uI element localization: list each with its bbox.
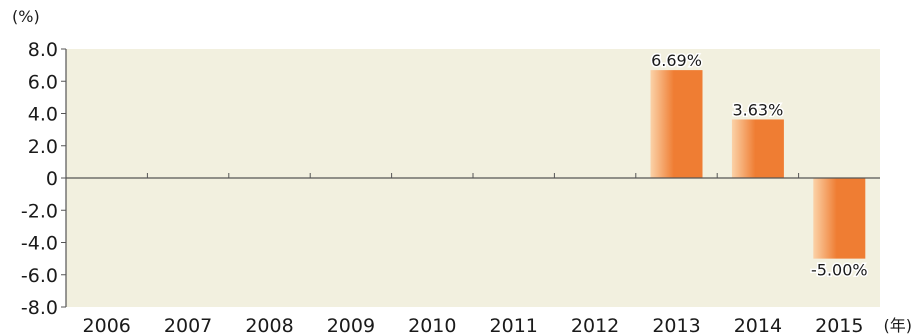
x-axis-unit-label: (年) <box>884 316 913 334</box>
y-tick-label: 0 <box>46 168 58 190</box>
bar-2015 <box>813 178 866 259</box>
x-tick-label: 2007 <box>164 315 212 334</box>
y-tick-label: -4.0 <box>21 233 58 255</box>
x-tick-label: 2010 <box>408 315 456 334</box>
bar-2014 <box>731 119 784 178</box>
x-tick-label: 2013 <box>652 315 700 334</box>
x-tick-label: 2014 <box>734 315 782 334</box>
x-tick-label: 2012 <box>571 315 619 334</box>
y-tick-label: -8.0 <box>21 297 58 319</box>
data-label-2013: 6.69% <box>651 51 702 70</box>
y-tick-label: 4.0 <box>28 104 58 126</box>
x-tick-label: 2008 <box>245 315 293 334</box>
y-axis-unit-label: (%) <box>12 7 40 26</box>
data-label-2015: -5.00% <box>811 261 868 280</box>
x-tick-label: 2011 <box>490 315 538 334</box>
bar-2013 <box>650 70 703 178</box>
y-tick-label: -2.0 <box>21 200 58 222</box>
y-tick-label: 6.0 <box>28 71 58 93</box>
x-tick-label: 2009 <box>327 315 375 334</box>
x-tick-label: 2015 <box>815 315 863 334</box>
y-tick-label: 8.0 <box>28 39 58 61</box>
data-label-2014: 3.63% <box>732 100 783 119</box>
x-tick-label: 2006 <box>83 315 131 334</box>
y-tick-label: 2.0 <box>28 136 58 158</box>
y-tick-label: -6.0 <box>21 265 58 287</box>
